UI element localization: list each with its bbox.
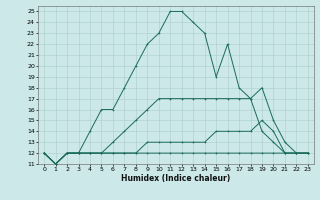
X-axis label: Humidex (Indice chaleur): Humidex (Indice chaleur): [121, 174, 231, 183]
